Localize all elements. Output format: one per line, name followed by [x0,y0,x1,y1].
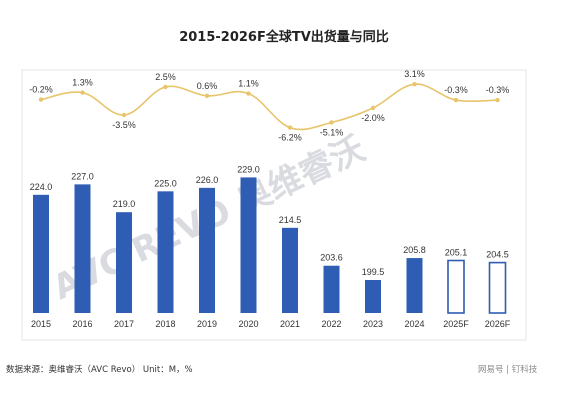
bar-label-2016: 227.0 [71,171,94,181]
x-tick-2025F: 2025F [443,319,469,329]
bar-label-2026F: 204.5 [486,250,509,260]
bar-2024 [406,258,423,313]
bar-label-2024: 205.8 [403,245,426,255]
growth-point-2024 [412,82,417,87]
bar-label-2022: 203.6 [320,253,343,263]
bar-label-2018: 225.0 [154,178,177,188]
growth-label-2019: 0.6% [197,81,218,91]
growth-label-2022: -5.1% [320,127,344,137]
bar-2018 [157,191,174,313]
bar-series [33,177,507,314]
bar-2026F [488,261,507,314]
bar-label-2017: 219.0 [113,199,136,209]
growth-value-labels: -0.2% 1.3% -3.5% 2.5% 0.6% 1.1% -6.2% -5.1% -2.0… [29,69,509,142]
bar-2025F [447,259,465,314]
growth-label-2020: 1.1% [238,79,259,89]
growth-point-2020 [246,91,251,96]
growth-label-2015: -0.2% [29,85,53,95]
x-tick-2024: 2024 [404,319,424,329]
x-tick-2019: 2019 [197,319,217,329]
growth-label-2023: -2.0% [361,113,385,123]
growth-point-2016 [80,90,85,95]
bar-2023 [365,279,381,313]
x-tick-2015: 2015 [31,319,51,329]
bar-value-labels: 224.0 227.0 219.0 225.0 226.0 229.0 214.5 203.6… [30,164,509,277]
source-note: 数据来源：奥维睿沃（AVC Revo） Unit：M，% [6,364,193,375]
x-tick-2016: 2016 [72,319,92,329]
x-tick-2021: 2021 [280,319,300,329]
x-tick-2023: 2023 [363,319,383,329]
bar-2022 [323,265,340,313]
growth-point-2017 [121,112,127,118]
bar-2017 [116,212,132,313]
bar-2021 [282,227,298,313]
growth-point-2015 [38,97,44,102]
x-tick-2026F: 2026F [485,319,511,329]
growth-point-2022 [329,120,334,125]
bar-label-2025F: 205.1 [445,248,468,258]
bar-2015 [33,194,49,313]
growth-label-2016: 1.3% [72,78,93,88]
bar-label-2020: 229.0 [237,164,260,174]
growth-point-2026F [495,97,500,103]
bar-label-2021: 214.5 [279,215,302,225]
bar-2019 [199,187,215,313]
bar-label-2023: 199.5 [362,267,385,277]
growth-points [38,82,500,130]
growth-label-2018: 2.5% [155,72,176,82]
growth-line [40,83,498,131]
growth-point-2018 [163,84,168,90]
x-axis-tick-labels: 2015 2016 2017 2018 2019 2020 2021 2022 2023 2024… [31,319,511,329]
growth-point-2019 [204,93,210,99]
growth-label-2017: -3.5% [112,120,136,130]
plot-frame [21,69,527,341]
growth-label-2024: 3.1% [404,69,425,79]
growth-point-2025F [453,97,459,103]
growth-point-2021 [287,125,293,130]
x-tick-2017: 2017 [114,319,134,329]
growth-label-2025F: -0.3% [444,85,468,95]
chart-title: 2015-2026F全球TV出货量与同比 [179,29,389,45]
bar-label-2015: 224.0 [30,182,53,192]
bar-2020 [240,177,257,313]
x-tick-2022: 2022 [321,319,341,329]
platform-watermark: 网易号 | 钉科技 [478,364,538,375]
x-tick-2018: 2018 [155,319,175,329]
x-tick-2020: 2020 [238,319,258,329]
growth-label-2021: -6.2% [278,133,302,143]
growth-point-2023 [370,105,376,111]
bar-2016 [74,184,91,313]
growth-label-2026F: -0.3% [486,85,510,95]
bar-label-2019: 226.0 [196,175,219,185]
